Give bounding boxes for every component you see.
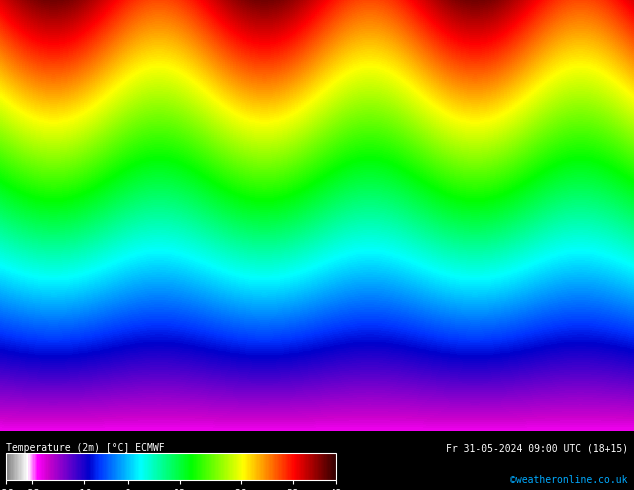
Text: Fr 31-05-2024 09:00 UTC (18+15): Fr 31-05-2024 09:00 UTC (18+15) bbox=[446, 443, 628, 453]
Text: Temperature (2m) [°C] ECMWF: Temperature (2m) [°C] ECMWF bbox=[6, 443, 165, 453]
Text: ©weatheronline.co.uk: ©weatheronline.co.uk bbox=[510, 475, 628, 485]
